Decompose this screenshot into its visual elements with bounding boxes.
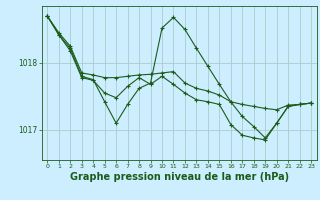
X-axis label: Graphe pression niveau de la mer (hPa): Graphe pression niveau de la mer (hPa) bbox=[70, 172, 289, 182]
